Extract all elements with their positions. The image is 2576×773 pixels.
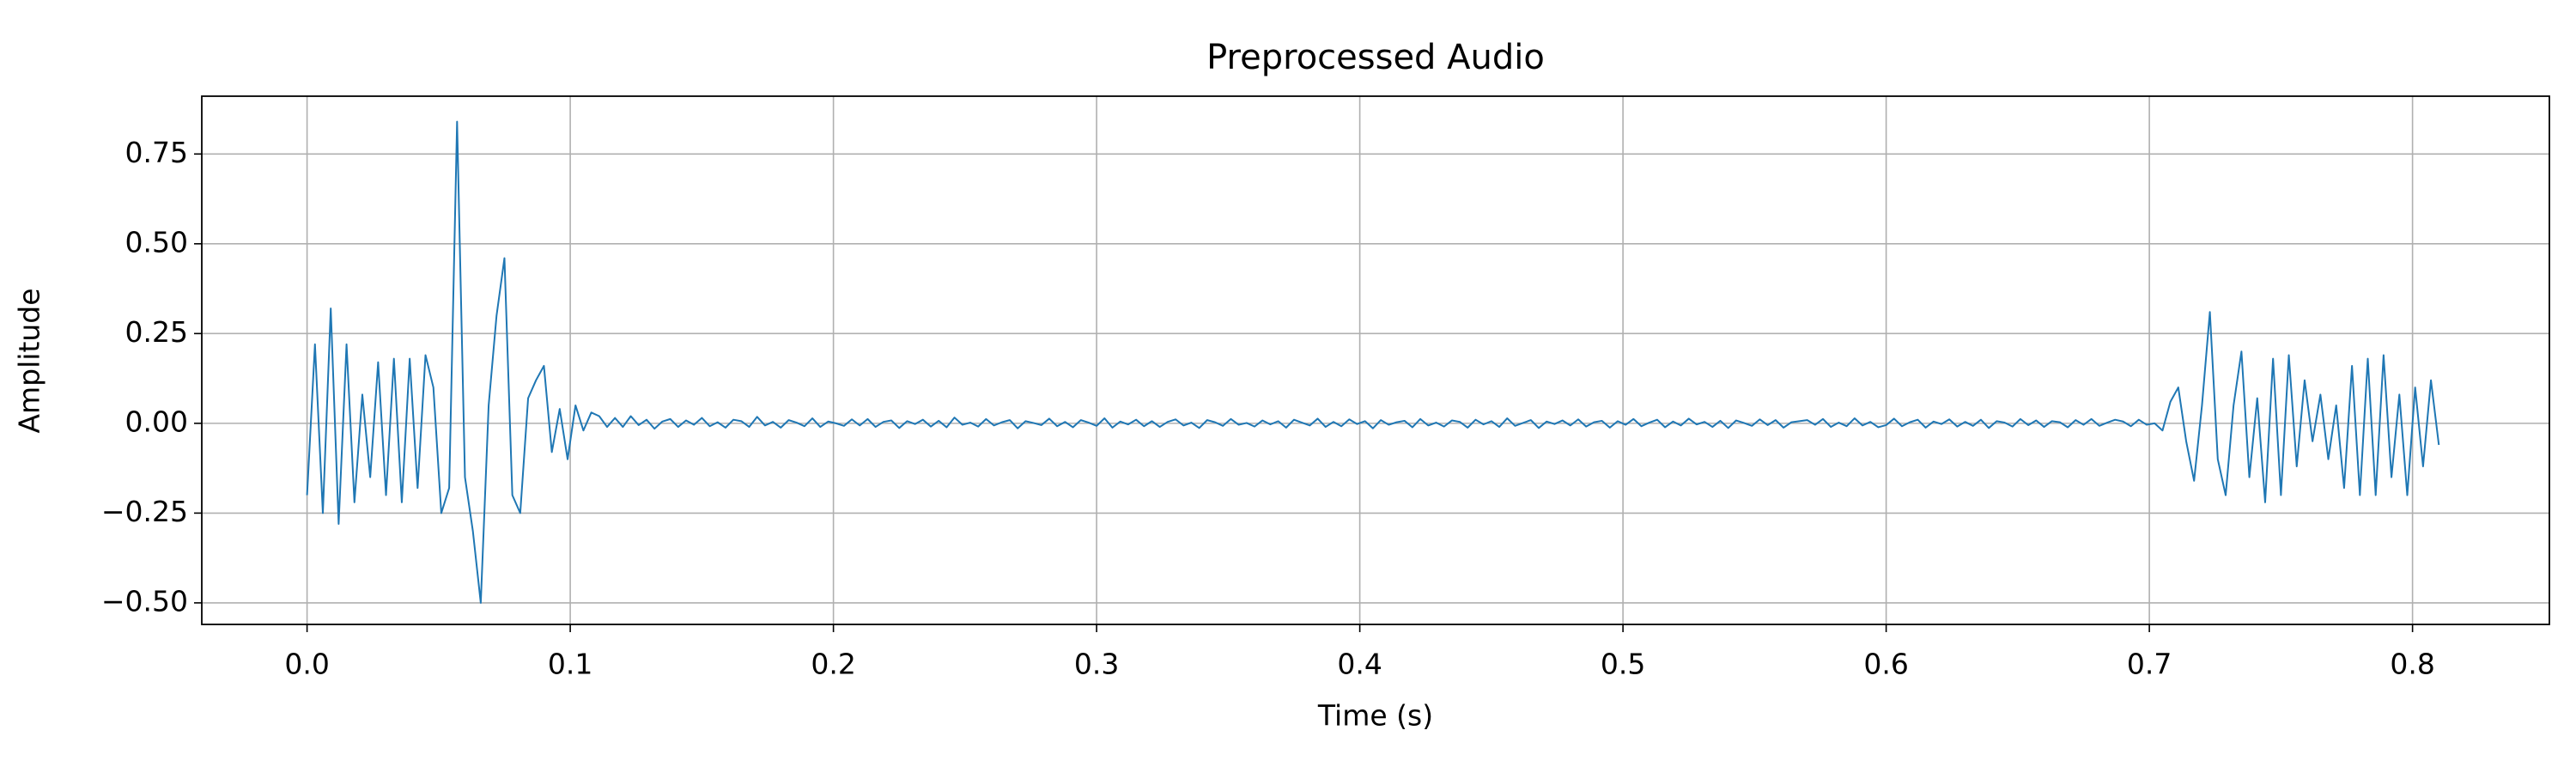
- x-axis-label: Time (s): [1317, 699, 1433, 733]
- x-tick-label: 0.6: [1863, 648, 1908, 681]
- y-tick-label: 0.00: [125, 405, 188, 438]
- y-tick-label: 0.25: [125, 315, 188, 349]
- x-tick-label: 0.5: [1601, 648, 1645, 681]
- y-tick-label: 0.50: [125, 225, 188, 259]
- x-tick-label: 0.7: [2127, 648, 2172, 681]
- y-tick-label: 0.75: [125, 136, 188, 169]
- x-tick-label: 0.3: [1074, 648, 1119, 681]
- x-tick-label: 0.8: [2390, 648, 2434, 681]
- y-tick-label: −0.50: [101, 584, 188, 618]
- waveform: [306, 120, 2440, 604]
- x-tick-label: 0.0: [284, 648, 329, 681]
- x-tick-label: 0.1: [548, 648, 592, 681]
- plot-frame: [201, 95, 2550, 625]
- x-tick-label: 0.2: [811, 648, 855, 681]
- x-tick-label: 0.4: [1337, 648, 1382, 681]
- y-tick-label: −0.25: [101, 495, 188, 528]
- chart-title: Preprocessed Audio: [1206, 38, 1545, 77]
- y-axis-label: Amplitude: [13, 288, 46, 433]
